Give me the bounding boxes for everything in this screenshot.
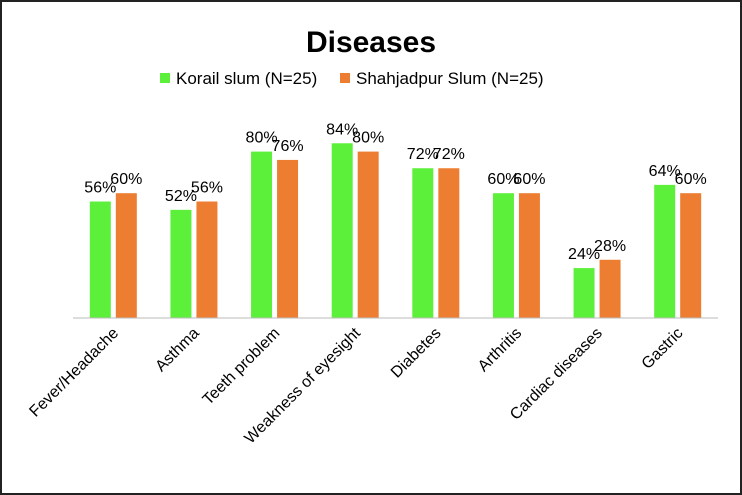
data-label-1-4: 72% — [433, 146, 465, 163]
bar-1-2 — [277, 159, 299, 318]
x-tick-label-0: Fever/Headache — [26, 325, 122, 421]
bar-1-3 — [357, 151, 379, 318]
data-label-0-5: 60% — [487, 171, 519, 188]
data-label-0-0: 56% — [84, 180, 116, 197]
legend-label-0: Korail slum (N=25) — [176, 69, 317, 88]
data-label-1-0: 60% — [110, 171, 142, 188]
bar-1-5 — [518, 193, 540, 318]
data-label-0-3: 84% — [326, 121, 358, 138]
bar-0-2 — [251, 151, 273, 318]
data-label-1-2: 76% — [272, 138, 304, 155]
data-label-1-6: 28% — [594, 238, 626, 255]
bar-0-4 — [412, 168, 434, 318]
legend-swatch-0 — [160, 73, 170, 83]
legend: Korail slum (N=25) Shahjadpur Slum (N=25) — [160, 69, 544, 88]
data-label-0-7: 64% — [649, 163, 681, 180]
bars: 56%60%52%56%80%76%84%80%72%72%60%60%24%2… — [84, 121, 707, 318]
data-label-0-4: 72% — [407, 146, 439, 163]
bar-1-1 — [196, 201, 218, 318]
bar-0-6 — [573, 268, 595, 318]
bar-1-4 — [438, 168, 460, 318]
bar-1-6 — [599, 259, 621, 318]
bar-0-7 — [654, 184, 676, 318]
x-tick-label-4: Diabetes — [388, 325, 445, 382]
bar-1-7 — [680, 193, 702, 318]
data-label-1-3: 80% — [352, 130, 384, 147]
data-label-0-2: 80% — [246, 130, 278, 147]
bar-0-5 — [492, 193, 514, 318]
bar-0-1 — [170, 209, 192, 318]
chart-title: Diseases — [306, 26, 436, 59]
data-label-1-1: 56% — [191, 180, 223, 197]
x-tick-label-7: Gastric — [639, 325, 687, 373]
x-tick-label-5: Arthritis — [475, 325, 525, 375]
data-label-1-5: 60% — [513, 171, 545, 188]
data-label-0-1: 52% — [165, 188, 197, 205]
bar-0-3 — [331, 143, 353, 318]
legend-swatch-1 — [340, 73, 350, 83]
data-label-0-6: 24% — [568, 246, 600, 263]
bar-1-0 — [115, 193, 137, 318]
bar-0-0 — [89, 201, 111, 318]
legend-label-1: Shahjadpur Slum (N=25) — [356, 69, 544, 88]
x-tick-label-1: Asthma — [152, 325, 202, 375]
data-label-1-7: 60% — [675, 171, 707, 188]
x-tick-label-2: Teeth problem — [200, 325, 284, 409]
